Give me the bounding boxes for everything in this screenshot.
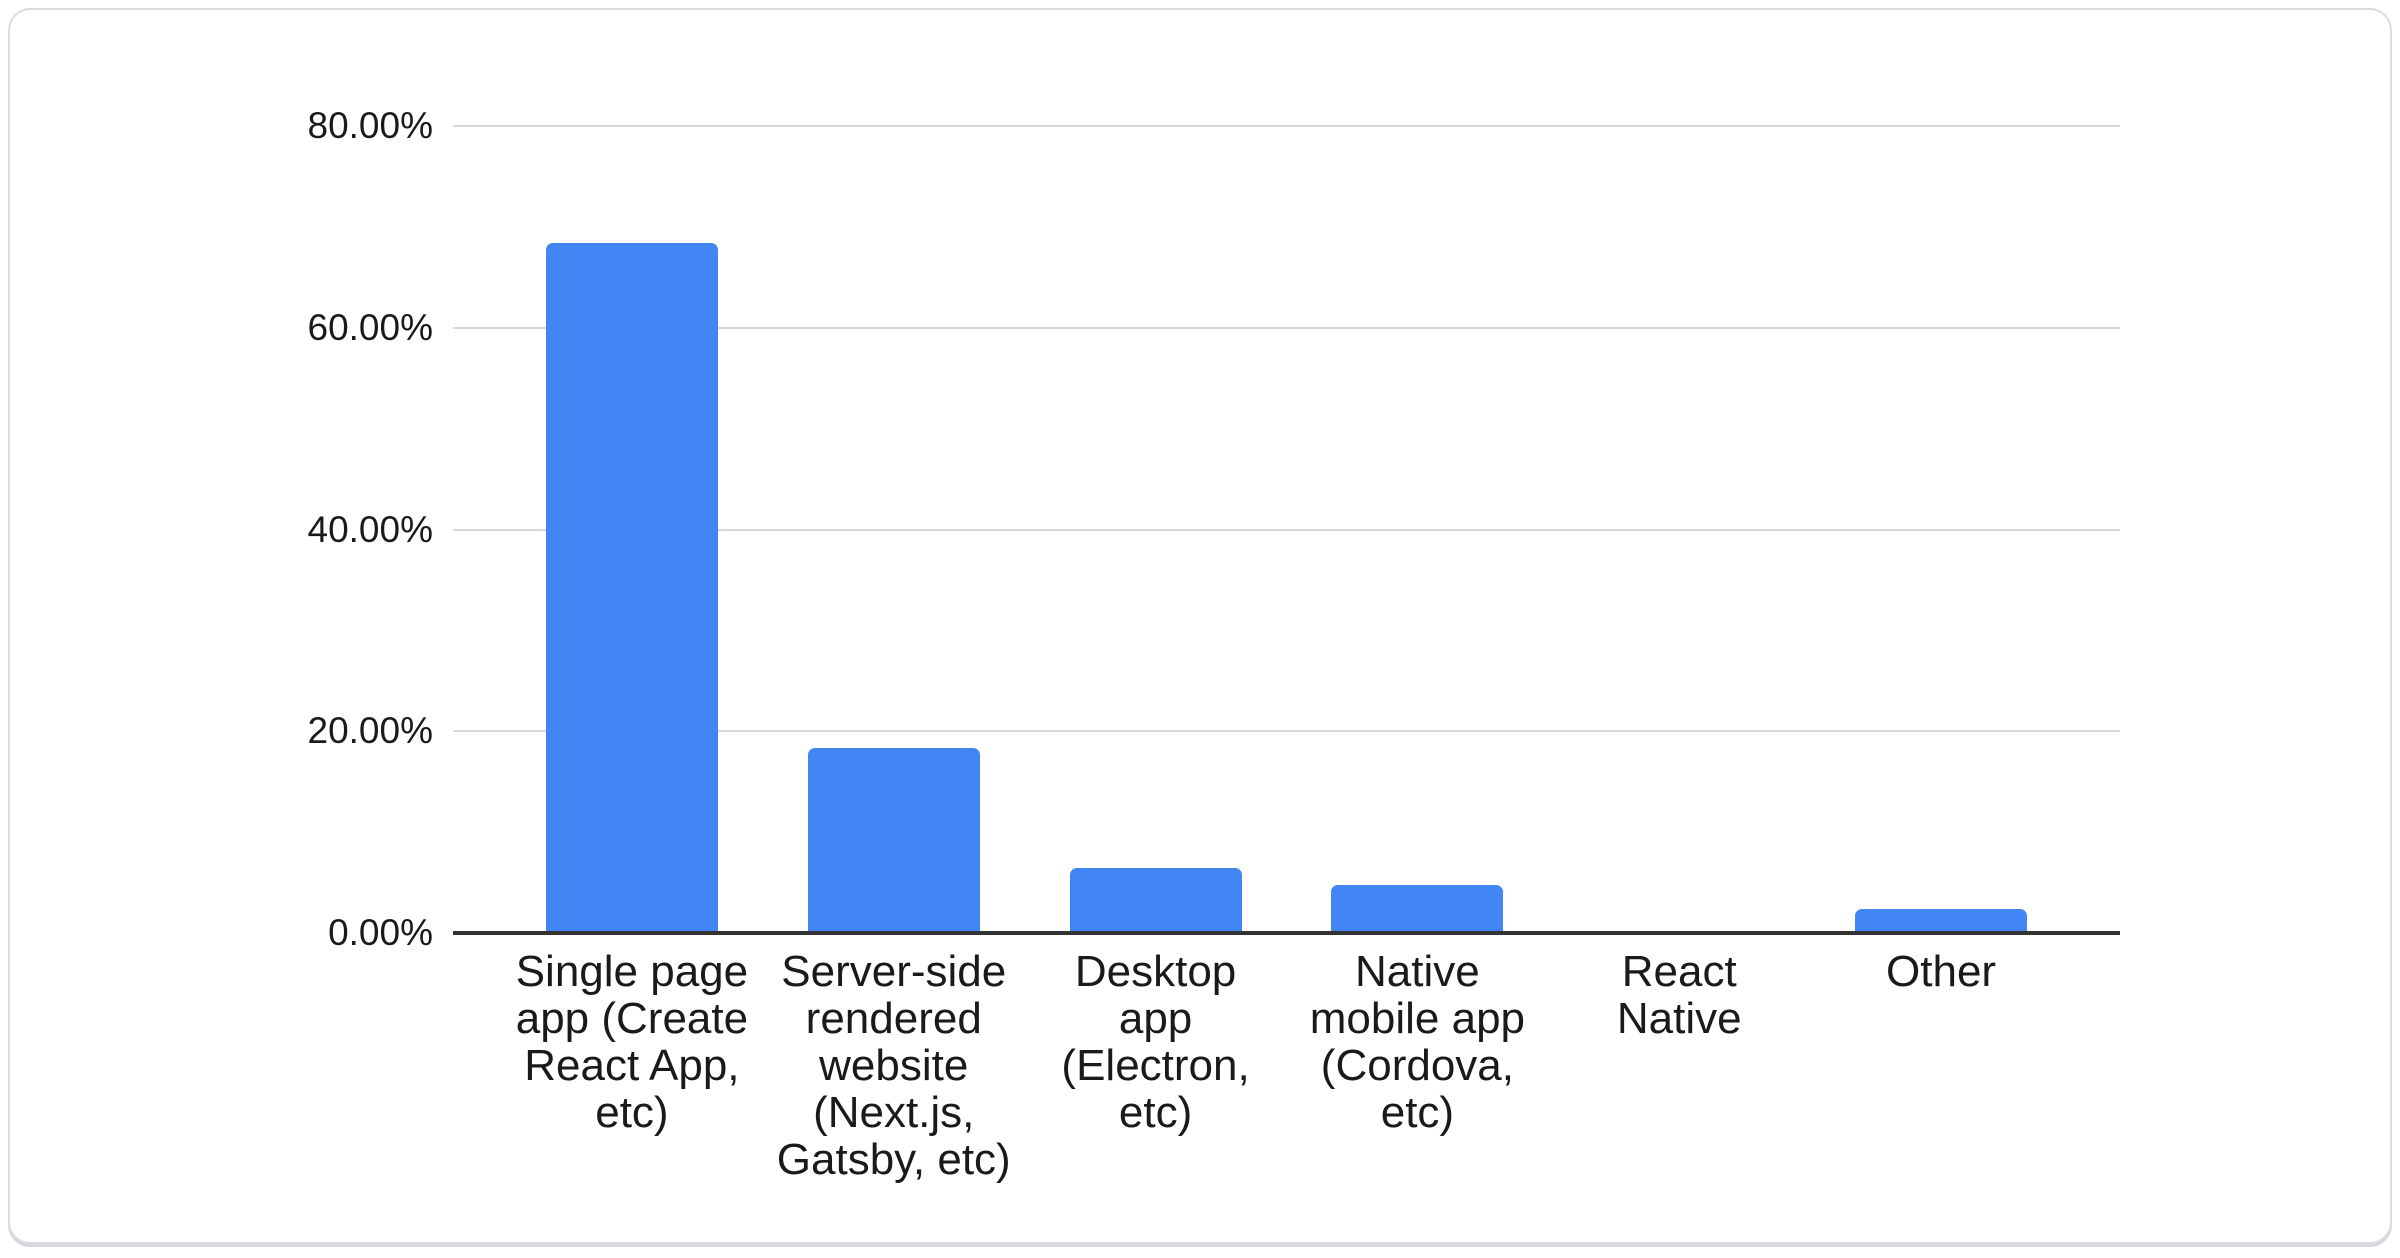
x-category-label: Desktop app (Electron, etc): [1025, 948, 1287, 1258]
bar-slot: [1810, 126, 2072, 933]
plot-area: [501, 126, 2072, 933]
bar-2[interactable]: [808, 748, 980, 933]
y-tick-label: 20.00%: [10, 707, 433, 755]
y-tick-label: 60.00%: [10, 304, 433, 352]
bar-slot: [501, 126, 763, 933]
chart-card: 80.00%60.00%40.00%20.00%0.00% Single pag…: [8, 8, 2392, 1244]
bar-6[interactable]: [1855, 909, 2027, 933]
x-category-label: React Native: [1548, 948, 1810, 1258]
bar-slot: [1025, 126, 1287, 933]
bar-slot: [1548, 126, 1810, 933]
x-category-label: Native mobile app (Cordova, etc): [1286, 948, 1548, 1258]
bar-slot: [763, 126, 1025, 933]
x-category-label: Single page app (Create React App, etc): [501, 948, 763, 1258]
y-tick-label: 40.00%: [10, 506, 433, 554]
bar-4[interactable]: [1331, 885, 1503, 933]
y-tick-label: 80.00%: [10, 102, 433, 150]
y-tick-label: 0.00%: [10, 909, 433, 957]
x-axis-baseline: [453, 931, 2120, 935]
x-axis-labels: Single page app (Create React App, etc)S…: [501, 948, 2072, 1258]
x-category-label: Other: [1810, 948, 2072, 1258]
bar-slot: [1286, 126, 1548, 933]
bar-1[interactable]: [546, 243, 718, 933]
x-category-label: Server-side rendered website (Next.js, G…: [763, 948, 1025, 1258]
bar-3[interactable]: [1070, 868, 1242, 933]
bar-chart: 80.00%60.00%40.00%20.00%0.00% Single pag…: [10, 10, 2390, 1242]
